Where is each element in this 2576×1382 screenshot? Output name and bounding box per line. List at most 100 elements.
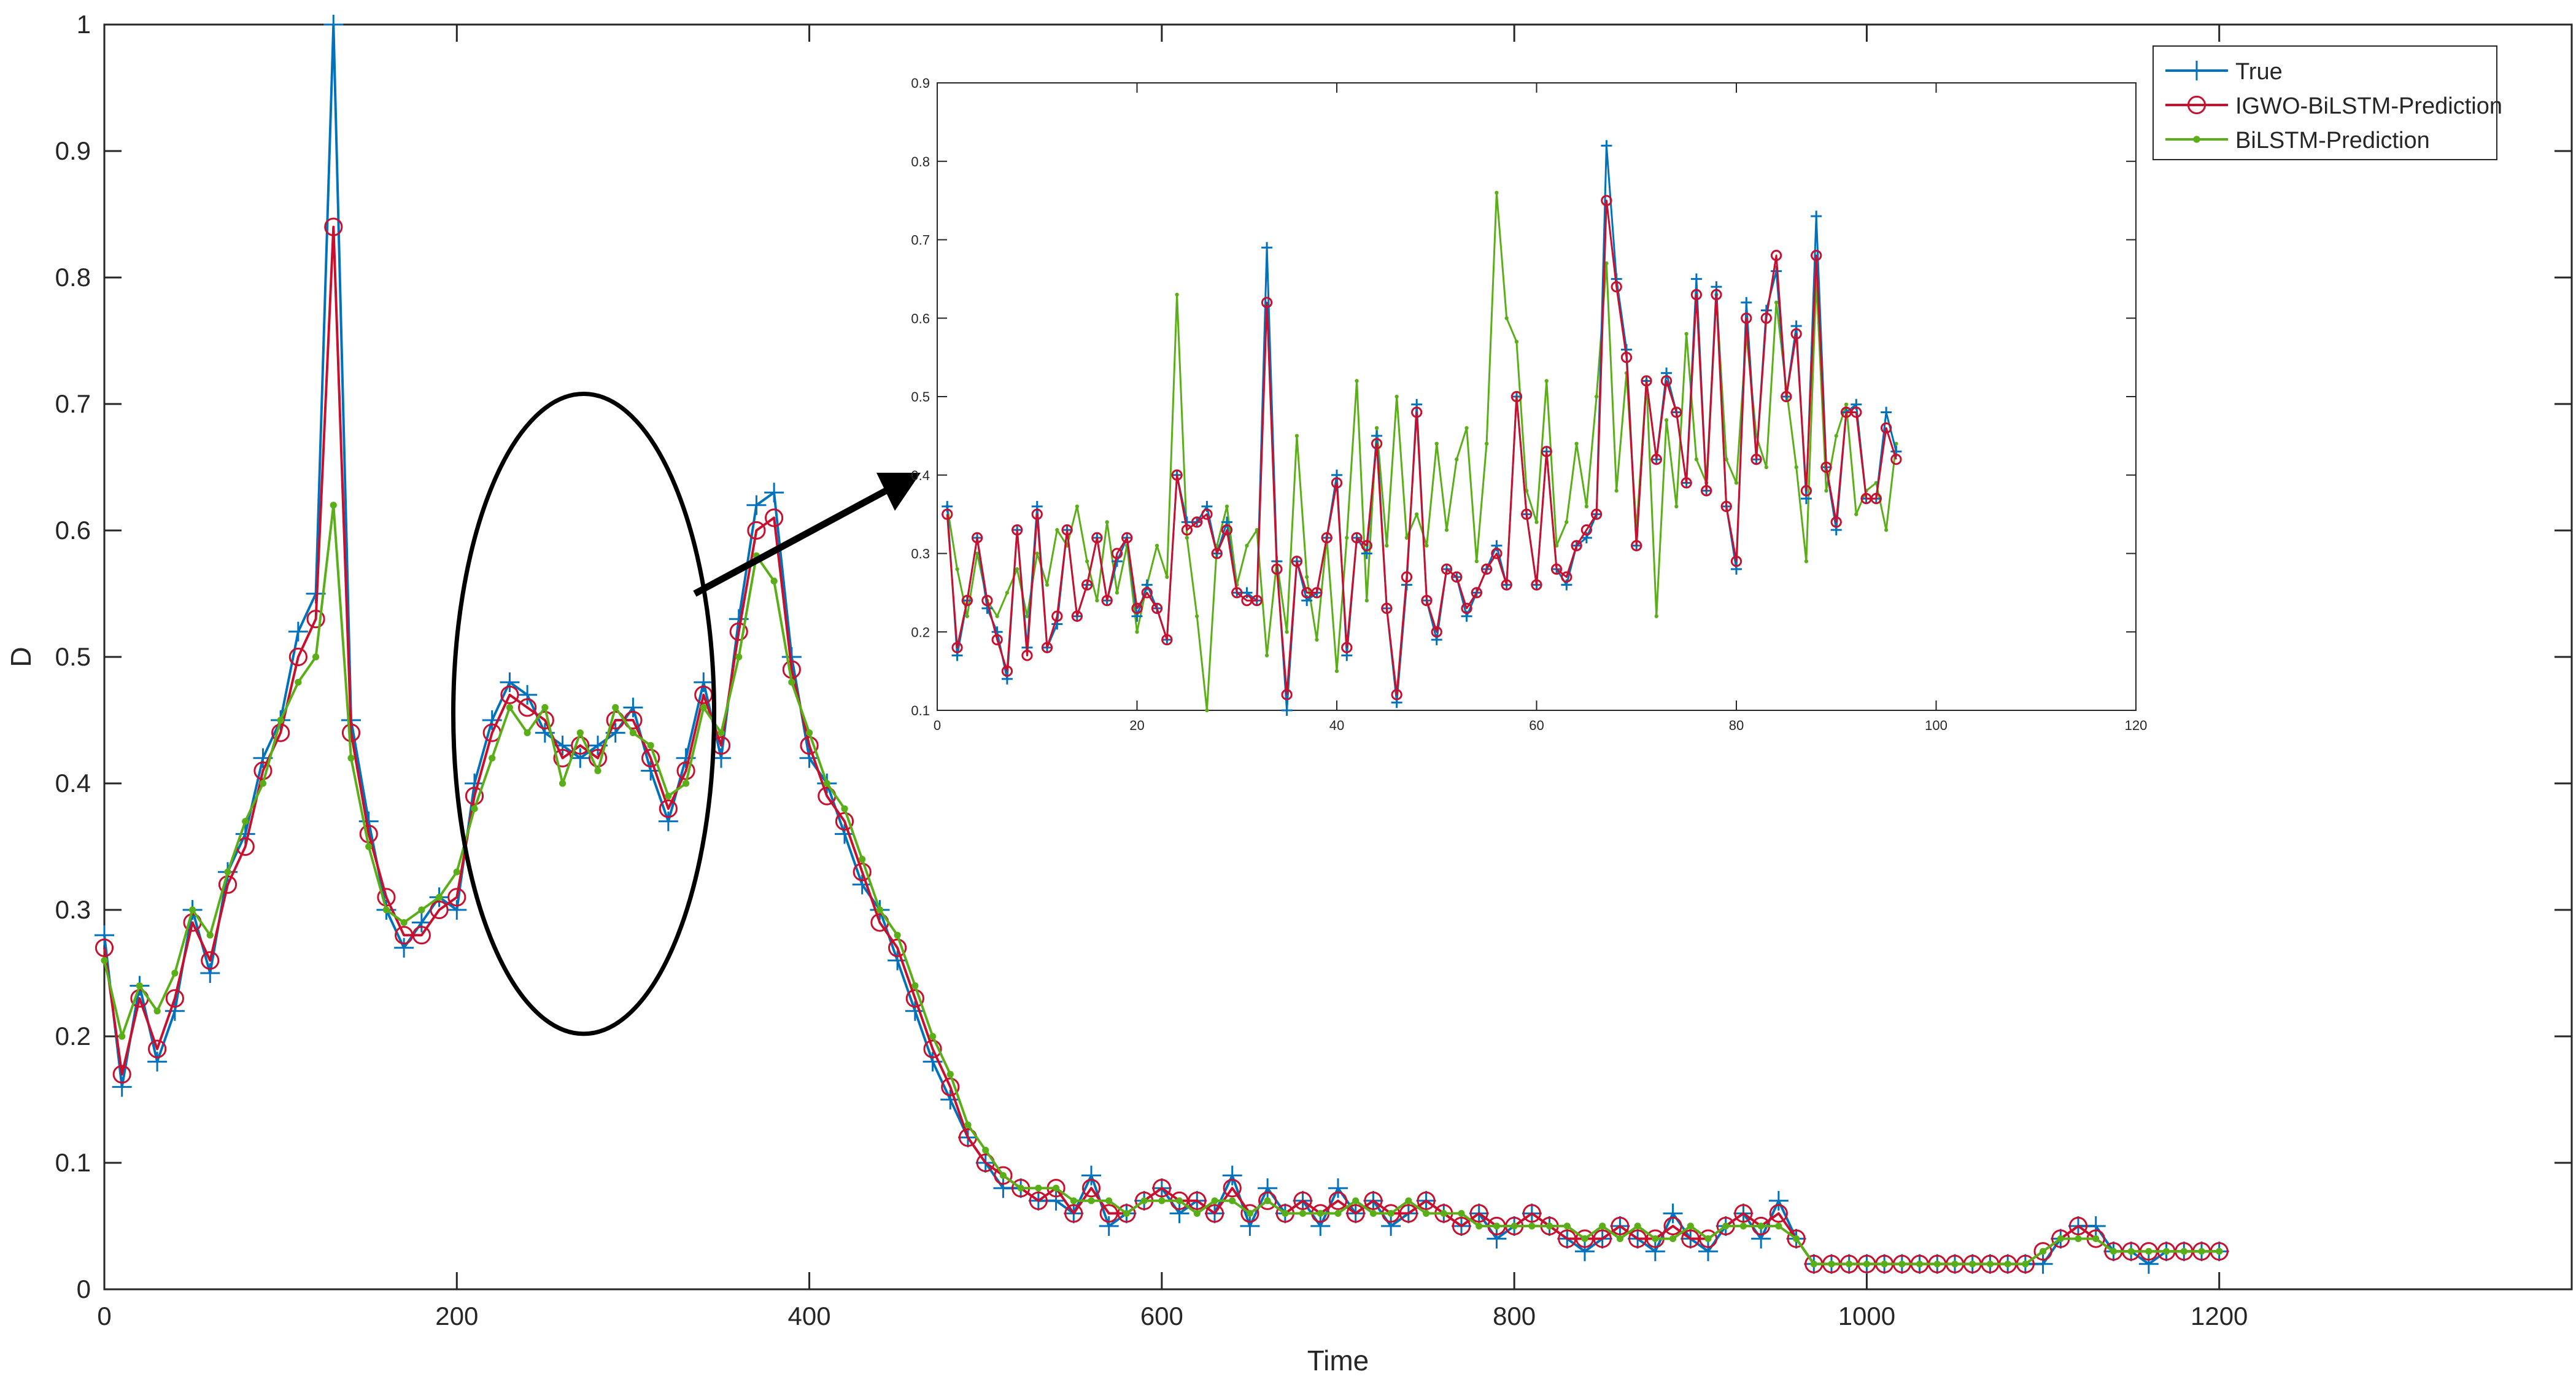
bilstm-point (1369, 1209, 1377, 1217)
igwo-bilstm-point (1121, 532, 1133, 544)
main-ticks: 0 200 400 600 800 1000 120000.10.20.30.40.50.6… (55, 10, 2572, 1330)
bilstm-point (1035, 551, 1039, 556)
bilstm-point (206, 931, 214, 939)
bilstm-point (365, 843, 373, 850)
igwo-bilstm-point (1730, 556, 1742, 567)
igwo-bilstm-point (961, 595, 973, 607)
bilstm-point (1854, 512, 1859, 516)
igwo-bilstm-point (835, 812, 854, 831)
true-point (1741, 297, 1752, 308)
igwo-bilstm-point (1141, 587, 1153, 599)
bilstm-point (153, 1007, 161, 1015)
bilstm-point (995, 614, 999, 618)
true-point (570, 748, 590, 768)
igwo-bilstm-point (951, 642, 963, 653)
igwo-bilstm-point (1064, 1204, 1083, 1223)
igwo-bilstm-point (1681, 477, 1692, 489)
igwo-bilstm-point (1698, 1229, 1718, 1248)
bilstm-point (1185, 535, 1189, 540)
bilstm-point (1476, 1222, 1483, 1230)
igwo-bilstm-point (1770, 249, 1782, 262)
igwo-bilstm-point (1391, 689, 1402, 701)
true-point (500, 672, 520, 693)
bilstm-point (1055, 528, 1059, 532)
bilstm-point (1158, 1197, 1166, 1205)
inset-x-tick-label: 0 (934, 718, 941, 733)
igwo-bilstm-point (1181, 524, 1193, 536)
true-point (746, 495, 767, 515)
igwo-bilstm-point (1091, 532, 1103, 544)
bilstm-point (946, 1071, 954, 1078)
bilstm-point (295, 678, 302, 686)
bilstm-point (1095, 599, 1099, 603)
inset-y-tick-label: 0.3 (911, 546, 930, 562)
true-point (1099, 1216, 1119, 1236)
igwo-bilstm-point (1711, 289, 1722, 301)
true-point (112, 1077, 132, 1097)
igwo-bilstm-point (1521, 508, 1533, 520)
true-point (2187, 61, 2207, 80)
bilstm-point (1140, 1197, 1148, 1205)
main-x-tick-label: 800 (1493, 1302, 1536, 1330)
bilstm-point (1264, 653, 1269, 658)
igwo-bilstm-point (1171, 469, 1183, 481)
igwo-bilstm-point (1628, 1229, 1647, 1248)
inset-y-tick-label: 0.8 (911, 154, 930, 169)
bilstm-point (594, 767, 601, 774)
bilstm-point (629, 729, 637, 737)
igwo-bilstm-point (1541, 446, 1552, 457)
bilstm-point (1246, 1209, 1254, 1217)
bilstm-point (1684, 332, 1688, 336)
igwo-bilstm-point (1111, 548, 1123, 559)
igwo-bilstm-point (1531, 579, 1542, 591)
bilstm-point (1123, 1209, 1131, 1217)
bilstm-point (2162, 1248, 2170, 1255)
igwo-bilstm-point (1081, 579, 1093, 591)
bilstm-point (1565, 520, 1569, 524)
igwo-bilstm-point (1152, 1179, 1171, 1198)
bilstm-point (1810, 1260, 1817, 1268)
true-point (993, 1178, 1013, 1198)
zoom-ellipse (451, 392, 717, 1036)
bilstm-point (1035, 1184, 1042, 1192)
true-point (1751, 1229, 1771, 1249)
bilstm-point (1757, 1222, 1765, 1230)
igwo-bilstm-point (1800, 485, 1812, 497)
bilstm-point (1664, 418, 1669, 422)
igwo-bilstm-point (1331, 477, 1343, 489)
igwo-bilstm-point (905, 989, 924, 1008)
bilstm-point (1804, 559, 1809, 564)
legend-item: BiLSTM-Prediction (2165, 128, 2430, 153)
igwo-bilstm-point (1381, 602, 1393, 615)
inset-y-tick-label: 0.5 (911, 389, 930, 405)
bilstm-point (2127, 1248, 2135, 1255)
bilstm-point (1245, 543, 1249, 548)
bilstm-point (1933, 1260, 1941, 1268)
bilstm-point (1317, 1209, 1324, 1217)
bilstm-point (1364, 599, 1369, 603)
true-point (235, 824, 255, 844)
bilstm-point (1255, 528, 1259, 532)
true-point (1645, 1241, 1665, 1262)
bilstm-point (1434, 441, 1439, 446)
true-point (888, 950, 908, 971)
igwo-bilstm-point (1501, 579, 1512, 591)
bilstm-point (541, 704, 549, 711)
igwo-bilstm-point (1650, 454, 1662, 465)
bilstm-point (1405, 1197, 1412, 1205)
igwo-bilstm-point (1205, 1204, 1224, 1223)
bilstm-point (1493, 1222, 1501, 1230)
igwo-bilstm-point (1031, 508, 1043, 520)
igwo-bilstm-point (1231, 587, 1243, 599)
igwo-bilstm-point (1820, 461, 1832, 473)
igwo-bilstm-point (1361, 540, 1372, 551)
bilstm-point (1595, 394, 1599, 399)
bilstm-point (1704, 1235, 1712, 1243)
main-x-tick-label: 600 (1140, 1302, 1183, 1330)
bilstm-point (1722, 1222, 1730, 1230)
inset-series-line (946, 200, 1897, 696)
igwo-bilstm-point (1671, 406, 1682, 418)
bilstm-point (1669, 1235, 1677, 1243)
main-y-tick-label: 0.2 (55, 1022, 91, 1050)
